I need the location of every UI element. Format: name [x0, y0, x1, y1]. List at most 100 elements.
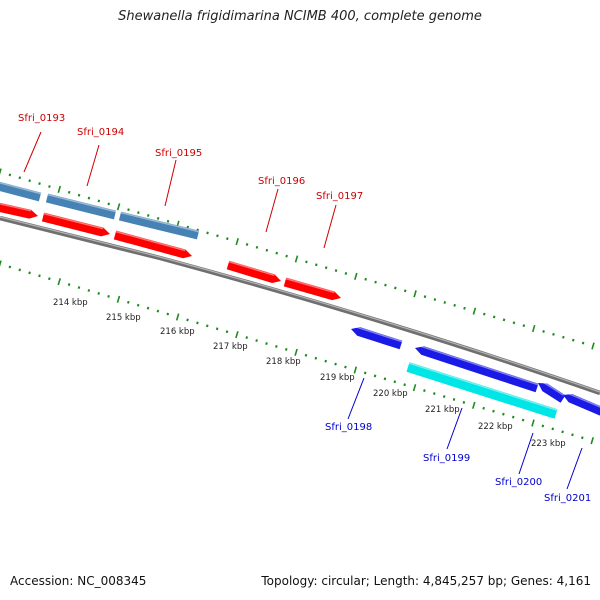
- inner-minor-tick: [97, 292, 101, 295]
- inner-minor-tick: [186, 318, 189, 322]
- inner-minor-tick: [107, 294, 110, 298]
- feature-steelblue-1-highlight: [0, 182, 42, 195]
- inner-minor-tick: [324, 359, 328, 363]
- inner-minor-tick: [581, 436, 584, 440]
- feature-steelblue-3-body: [118, 211, 200, 240]
- inner-minor-tick: [18, 268, 22, 272]
- outer-minor-tick: [8, 173, 12, 177]
- gene-label-sfri-0197: Sfri_0197: [316, 191, 363, 202]
- feature-sfri-0198: [351, 324, 403, 350]
- gene-label-sfri-0195: Sfri_0195: [155, 148, 202, 159]
- outer-minor-tick: [265, 248, 269, 252]
- inner-minor-tick: [551, 427, 555, 431]
- outer-minor-tick: [137, 211, 140, 215]
- inner-minor-tick: [156, 309, 160, 313]
- scale-label-215-kbp: 215 kbp: [106, 313, 141, 323]
- leader-sfri-0196: [265, 188, 279, 233]
- inner-minor-tick: [304, 353, 308, 357]
- outer-minor-tick: [285, 254, 288, 258]
- feature-sfri-0200: [538, 379, 566, 403]
- inner-minor-tick: [373, 374, 377, 378]
- leader-sfri-0194: [86, 144, 100, 187]
- inner-major-tick: [175, 313, 180, 321]
- outer-major-tick: [116, 203, 121, 211]
- outer-minor-tick: [482, 312, 486, 316]
- backbone-line: [0, 215, 600, 396]
- feature-sfri-0199-body: [415, 346, 539, 393]
- scale-label-223-kbp: 223 kbp: [531, 439, 566, 449]
- outer-major-tick: [354, 272, 358, 280]
- inner-major-tick: [412, 384, 417, 392]
- inner-minor-tick: [205, 324, 209, 328]
- inner-minor-tick: [432, 392, 436, 395]
- inner-minor-tick: [146, 306, 150, 310]
- feature-sfri-0195: [113, 230, 192, 259]
- feature-track: [0, 181, 600, 419]
- feature-steelblue-2-highlight: [47, 193, 117, 213]
- outer-minor-tick: [275, 251, 279, 255]
- feature-sfri-0194: [41, 212, 110, 237]
- inner-minor-tick: [314, 356, 318, 360]
- outer-minor-tick: [156, 216, 160, 220]
- outer-minor-tick: [423, 295, 427, 299]
- outer-minor-tick: [206, 231, 209, 235]
- feature-sfri-0193-body: [0, 202, 38, 219]
- outer-minor-tick: [502, 318, 506, 322]
- outer-minor-tick: [344, 272, 348, 275]
- feature-sfri-0195-body: [113, 230, 192, 259]
- outer-minor-tick: [433, 298, 437, 301]
- inner-minor-tick: [571, 433, 574, 437]
- inner-minor-tick: [492, 409, 495, 413]
- inner-minor-tick: [275, 345, 278, 348]
- topology-label: Topology: circular; Length: 4,845,257 bp…: [261, 574, 591, 588]
- outer-minor-tick: [226, 237, 229, 241]
- gene-label-sfri-0199: Sfri_0199: [423, 453, 470, 464]
- outer-minor-tick: [127, 208, 130, 212]
- outer-major-tick: [472, 307, 477, 315]
- inner-minor-tick: [196, 321, 199, 325]
- accession-label: Accession: NC_008345: [10, 574, 147, 588]
- outer-minor-tick: [245, 243, 249, 246]
- inner-minor-tick: [403, 383, 406, 387]
- feature-cyan-body: [406, 362, 558, 419]
- scale-label-221-kbp: 221 kbp: [425, 405, 460, 415]
- inner-minor-tick: [265, 342, 268, 345]
- outer-minor-tick: [97, 199, 101, 203]
- outer-minor-tick: [166, 219, 170, 223]
- inner-minor-tick: [541, 424, 545, 428]
- feature-sfri-0199: [415, 343, 539, 393]
- scale-label-217-kbp: 217 kbp: [213, 342, 248, 352]
- backbone-highlight: [0, 216, 600, 393]
- feature-steelblue-2: [45, 193, 117, 220]
- inner-major-tick: [0, 260, 2, 267]
- inner-minor-tick: [67, 283, 71, 287]
- feature-sfri-0195-highlight: [115, 230, 186, 252]
- feature-sfri-0193-highlight: [0, 203, 32, 212]
- outer-minor-tick: [384, 283, 387, 287]
- inner-minor-tick: [284, 347, 288, 351]
- outer-minor-tick: [562, 335, 565, 339]
- inner-minor-tick: [423, 389, 426, 393]
- inner-minor-tick: [344, 365, 347, 369]
- outer-major-tick: [531, 324, 536, 333]
- inner-minor-tick: [8, 265, 12, 269]
- outer-major-tick: [413, 290, 417, 298]
- inner-minor-tick: [215, 327, 219, 331]
- inner-minor-tick: [28, 271, 31, 275]
- leader-sfri-0200: [518, 432, 534, 475]
- scale-label-214-kbp: 214 kbp: [53, 298, 88, 308]
- outer-minor-tick: [571, 338, 575, 342]
- outer-minor-tick: [305, 260, 308, 264]
- leader-sfri-0198: [347, 377, 365, 420]
- feature-steelblue-1: [0, 181, 42, 202]
- feature-sfri-0197-highlight: [285, 277, 335, 294]
- gene-callouts: Sfri_0193 Sfri_0194 Sfri_0195 Sfri_0196 Sfri…: [18, 113, 591, 504]
- gene-label-sfri-0193: Sfri_0193: [18, 113, 65, 124]
- outer-minor-tick: [324, 266, 328, 270]
- inner-minor-tick: [87, 289, 91, 292]
- outer-minor-tick: [512, 321, 516, 325]
- leader-sfri-0201: [566, 447, 583, 490]
- feature-sfri-0201-body: [563, 393, 600, 416]
- feature-sfri-0194-highlight: [43, 212, 104, 230]
- inner-minor-tick: [363, 371, 367, 375]
